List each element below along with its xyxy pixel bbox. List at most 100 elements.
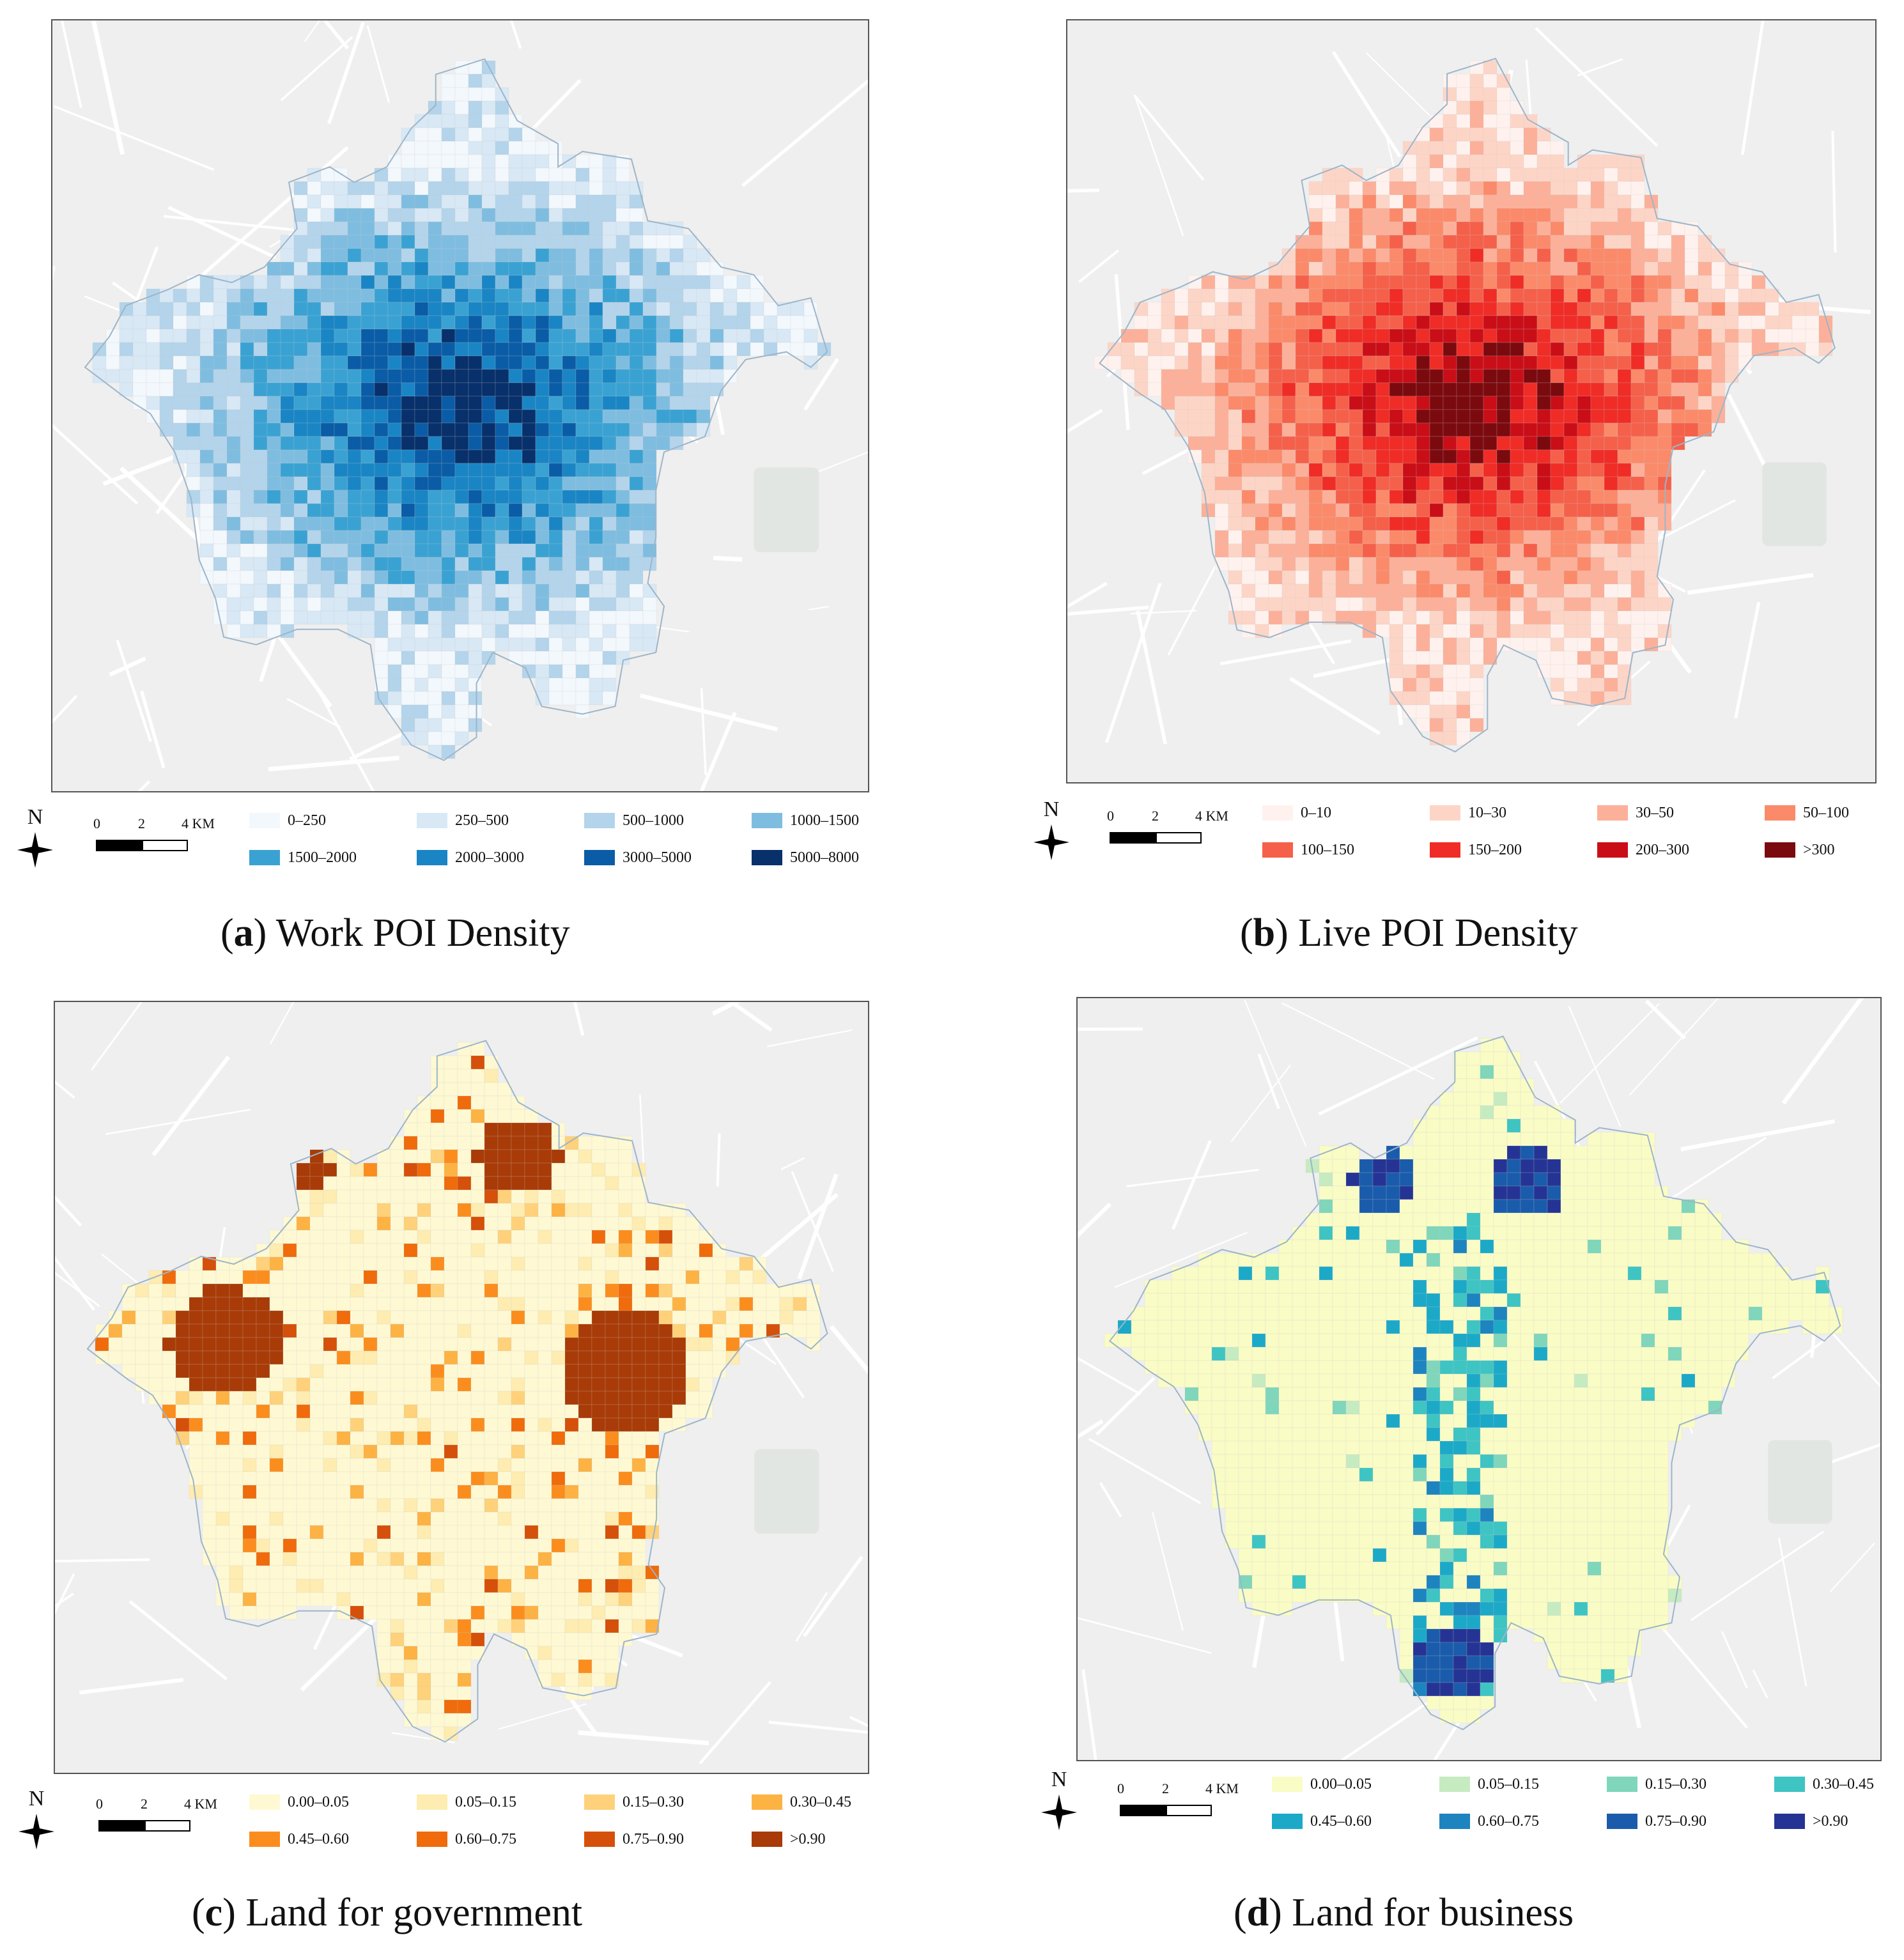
compass-icon (1033, 824, 1069, 860)
study-area-boundary (86, 1040, 828, 1743)
legend-label: 0.30–0.45 (1813, 1776, 1874, 1793)
scale-tick-4km: 4 KM (182, 815, 215, 831)
scale-tick-4km: 4 KM (184, 1796, 217, 1812)
legend-swatch (1765, 842, 1795, 858)
legend-label: 150–200 (1468, 842, 1522, 858)
legend-swatch (752, 1794, 782, 1810)
legend-label: 0.60–0.75 (1478, 1813, 1539, 1830)
compass-icon (1041, 1794, 1077, 1830)
legend-swatch (752, 850, 782, 865)
study-area-boundary (84, 58, 828, 761)
legend-swatch (1607, 1777, 1637, 1792)
study-area-boundary (1099, 58, 1836, 753)
legend-label: >300 (1803, 842, 1835, 858)
legend-label: 250–500 (455, 812, 509, 829)
legend-c: 0.00–0.05 0.05–0.15 0.15–0.30 0.30–0.45 0.45… (249, 1793, 920, 1851)
scale-bar: 0 2 4 KM (93, 815, 215, 854)
legend-swatch (249, 1794, 280, 1810)
map-canvas-c (55, 1002, 868, 1773)
legend-swatch (417, 813, 447, 828)
legend-label: 0.00–0.05 (1310, 1776, 1372, 1793)
map-work-poi-density (51, 19, 869, 792)
scale-tick-0: 0 (93, 815, 100, 831)
legend-swatch (1439, 1777, 1470, 1792)
caption-b: (b) Live POI Density (1240, 911, 1578, 955)
legend-swatch (752, 1832, 782, 1847)
north-label: N (1051, 1768, 1067, 1791)
legend-swatch (249, 813, 280, 828)
scale-tick-2: 2 (138, 815, 145, 831)
legend-label: 100–150 (1301, 842, 1354, 858)
scale-tick-4km: 4 KM (1205, 1780, 1239, 1796)
legend-label: 50–100 (1803, 805, 1849, 821)
legend-swatch (249, 850, 280, 865)
density-grid (1094, 60, 1833, 746)
scale-tick-0: 0 (1107, 808, 1114, 824)
legend-label: 2000–3000 (455, 849, 524, 866)
legend-swatch (584, 813, 615, 828)
legend-label: 0.05–0.15 (1478, 1776, 1539, 1793)
legend-swatch (1439, 1814, 1470, 1829)
legend-label: 5000–8000 (790, 849, 859, 866)
legend-swatch (249, 1832, 280, 1847)
legend-swatch (1272, 1814, 1303, 1829)
legend-label: 0.15–0.30 (623, 1794, 684, 1810)
density-grid (95, 1042, 821, 1741)
legend-swatch (417, 1832, 447, 1847)
legend-label: 10–30 (1468, 805, 1506, 821)
scale-bar: 0 2 4 KM (1107, 808, 1228, 846)
north-arrow: N (1037, 1769, 1081, 1830)
legend-label: >0.90 (790, 1831, 826, 1848)
scale-tick-2: 2 (141, 1796, 148, 1812)
scale-tick-2: 2 (1152, 808, 1159, 824)
legend-label: >0.90 (1813, 1813, 1848, 1830)
map-canvas-b (1067, 20, 1875, 782)
legend-swatch (1774, 1777, 1805, 1792)
density-grid (1104, 1038, 1843, 1724)
legend-swatch (1597, 842, 1628, 858)
caption-d: (d) Land for business (1234, 1891, 1574, 1934)
legend-label: 1000–1500 (790, 812, 859, 829)
legend-swatch (752, 813, 782, 828)
legend-label: 0.45–0.60 (1310, 1813, 1372, 1830)
legend-label: 0.15–0.30 (1645, 1776, 1707, 1793)
legend-label: 0.05–0.15 (455, 1794, 516, 1810)
legend-swatch (584, 850, 615, 865)
scale-tick-0: 0 (1117, 1780, 1124, 1796)
legend-label: 0.30–0.45 (790, 1794, 851, 1810)
legend-swatch (584, 1832, 615, 1847)
legend-label: 0.75–0.90 (1645, 1813, 1707, 1830)
legend-swatch (1430, 842, 1460, 858)
legend-label: 0.75–0.90 (623, 1831, 684, 1848)
legend-label: 3000–5000 (623, 849, 692, 866)
scale-tick-0: 0 (96, 1796, 103, 1812)
compass-icon (17, 832, 53, 868)
legend-swatch (1774, 1814, 1805, 1829)
legend-label: 500–1000 (623, 812, 684, 829)
legend-swatch (584, 1794, 615, 1810)
legend-label: 0–250 (288, 812, 326, 829)
legend-label: 0.60–0.75 (455, 1831, 516, 1848)
legend-swatch (1597, 805, 1628, 821)
legend-label: 200–300 (1636, 842, 1689, 858)
study-area-boundary (1108, 1035, 1841, 1731)
north-label: N (1043, 798, 1060, 821)
map-land-government (54, 1001, 869, 1774)
scale-tick-4km: 4 KM (1195, 808, 1228, 824)
north-arrow: N (1029, 799, 1074, 860)
caption-c: (c) Land for government (192, 1891, 583, 1934)
legend-label: 1500–2000 (288, 849, 357, 866)
map-canvas-d (1078, 998, 1880, 1760)
legend-swatch (1262, 805, 1293, 821)
legend-swatch (1272, 1777, 1303, 1792)
north-label: N (28, 1787, 45, 1810)
north-arrow: N (13, 806, 58, 868)
north-arrow: N (14, 1788, 59, 1849)
legend-label: 0.00–0.05 (288, 1794, 349, 1810)
north-label: N (27, 805, 43, 829)
caption-a: (a) Work POI Density (221, 911, 570, 955)
legend-swatch (417, 850, 447, 865)
legend-swatch (1765, 805, 1795, 821)
legend-label: 30–50 (1636, 805, 1674, 821)
legend-label: 0.45–0.60 (288, 1831, 349, 1848)
